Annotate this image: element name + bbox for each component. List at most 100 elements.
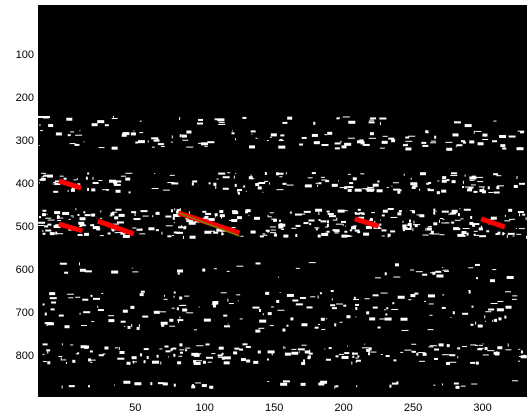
pixel-run	[139, 233, 145, 234]
pixel-run	[519, 183, 525, 185]
pixel-run	[497, 346, 502, 349]
pixel-run	[321, 329, 325, 330]
pixel-run	[455, 220, 461, 221]
pixel-run	[475, 345, 478, 346]
pixel-run	[70, 143, 76, 144]
pixel-run	[206, 343, 210, 345]
pixel-run	[204, 319, 211, 322]
pixel-run	[292, 300, 298, 302]
pixel-run	[469, 176, 476, 179]
pixel-run	[41, 173, 46, 174]
pixel-run	[114, 216, 118, 219]
pixel-run	[436, 211, 437, 212]
pixel-run	[331, 290, 334, 292]
pixel-run	[178, 356, 182, 357]
pixel-run	[385, 318, 392, 321]
pixel-run	[309, 353, 313, 355]
pixel-run	[263, 235, 267, 236]
pixel-run	[340, 322, 343, 323]
pixel-run	[48, 220, 55, 221]
pixel-run	[335, 233, 339, 234]
pixel-run	[336, 117, 339, 119]
pixel-run	[335, 147, 340, 149]
pixel-run	[332, 298, 333, 300]
pixel-run	[209, 386, 213, 389]
pixel-run	[452, 133, 458, 136]
pixel-run	[470, 362, 475, 364]
pixel-run	[47, 324, 48, 326]
pixel-run	[85, 214, 91, 216]
pixel-run	[240, 318, 243, 319]
pixel-run	[360, 173, 364, 174]
pixel-run	[355, 189, 362, 192]
pixel-run	[131, 132, 136, 135]
pixel-run	[268, 312, 272, 315]
pixel-run	[179, 117, 180, 120]
pixel-run	[464, 235, 466, 237]
pixel-run	[458, 213, 460, 216]
pixel-run	[227, 172, 230, 173]
pixel-run	[369, 317, 375, 320]
pixel-run	[54, 211, 60, 214]
pixel-run	[516, 234, 521, 235]
pixel-run	[116, 190, 121, 193]
pixel-run	[346, 235, 350, 237]
pixel-run	[324, 134, 327, 135]
pixel-run	[430, 345, 437, 346]
pixel-run	[357, 355, 359, 357]
pixel-run	[462, 346, 467, 347]
pixel-run	[156, 229, 159, 231]
pixel-run	[166, 225, 173, 226]
pixel-run	[434, 136, 436, 139]
pixel-run	[505, 291, 511, 292]
pixel-run	[50, 297, 57, 299]
pixel-run	[150, 382, 152, 385]
pixel-run	[173, 354, 175, 357]
pixel-run	[334, 323, 336, 326]
pixel-run	[222, 234, 224, 235]
pixel-run	[386, 307, 388, 309]
pixel-run	[160, 311, 166, 312]
pixel-run	[194, 353, 201, 354]
pixel-run	[177, 269, 183, 272]
pixel-run	[182, 309, 187, 312]
pixel-run	[428, 226, 432, 227]
pixel-run	[504, 316, 506, 319]
pixel-run	[441, 190, 446, 193]
pixel-run	[189, 211, 190, 214]
pixel-run	[395, 263, 399, 266]
pixel-run	[138, 140, 145, 143]
pixel-run	[344, 143, 351, 146]
pixel-run	[355, 212, 357, 214]
pixel-run	[475, 322, 476, 325]
pixel-run	[296, 268, 300, 269]
pixel-run	[332, 184, 338, 187]
pixel-run	[496, 175, 501, 176]
pixel-run	[422, 145, 428, 147]
pixel-run	[366, 311, 369, 314]
pixel-run	[273, 219, 277, 222]
pixel-run	[100, 235, 104, 236]
pixel-run	[197, 123, 203, 125]
pixel-run	[231, 219, 237, 222]
pixel-run	[368, 187, 374, 188]
pixel-run	[287, 294, 294, 297]
pixel-run	[219, 210, 223, 213]
pixel-run	[45, 322, 52, 324]
pixel-run	[454, 121, 461, 123]
pixel-run	[282, 183, 286, 185]
pixel-run	[427, 228, 432, 231]
x-tick-label: 250	[404, 402, 422, 414]
pixel-run	[338, 210, 345, 213]
pixel-run	[191, 385, 195, 388]
pixel-run	[86, 177, 88, 180]
pixel-run	[319, 219, 321, 221]
pixel-run	[51, 302, 56, 304]
pixel-run	[152, 215, 153, 217]
pixel-run	[241, 358, 246, 361]
pixel-run	[57, 220, 61, 221]
pixel-run	[344, 210, 348, 211]
pixel-run	[213, 232, 218, 234]
x-tick-label: 50	[129, 402, 141, 414]
pixel-run	[478, 325, 483, 328]
